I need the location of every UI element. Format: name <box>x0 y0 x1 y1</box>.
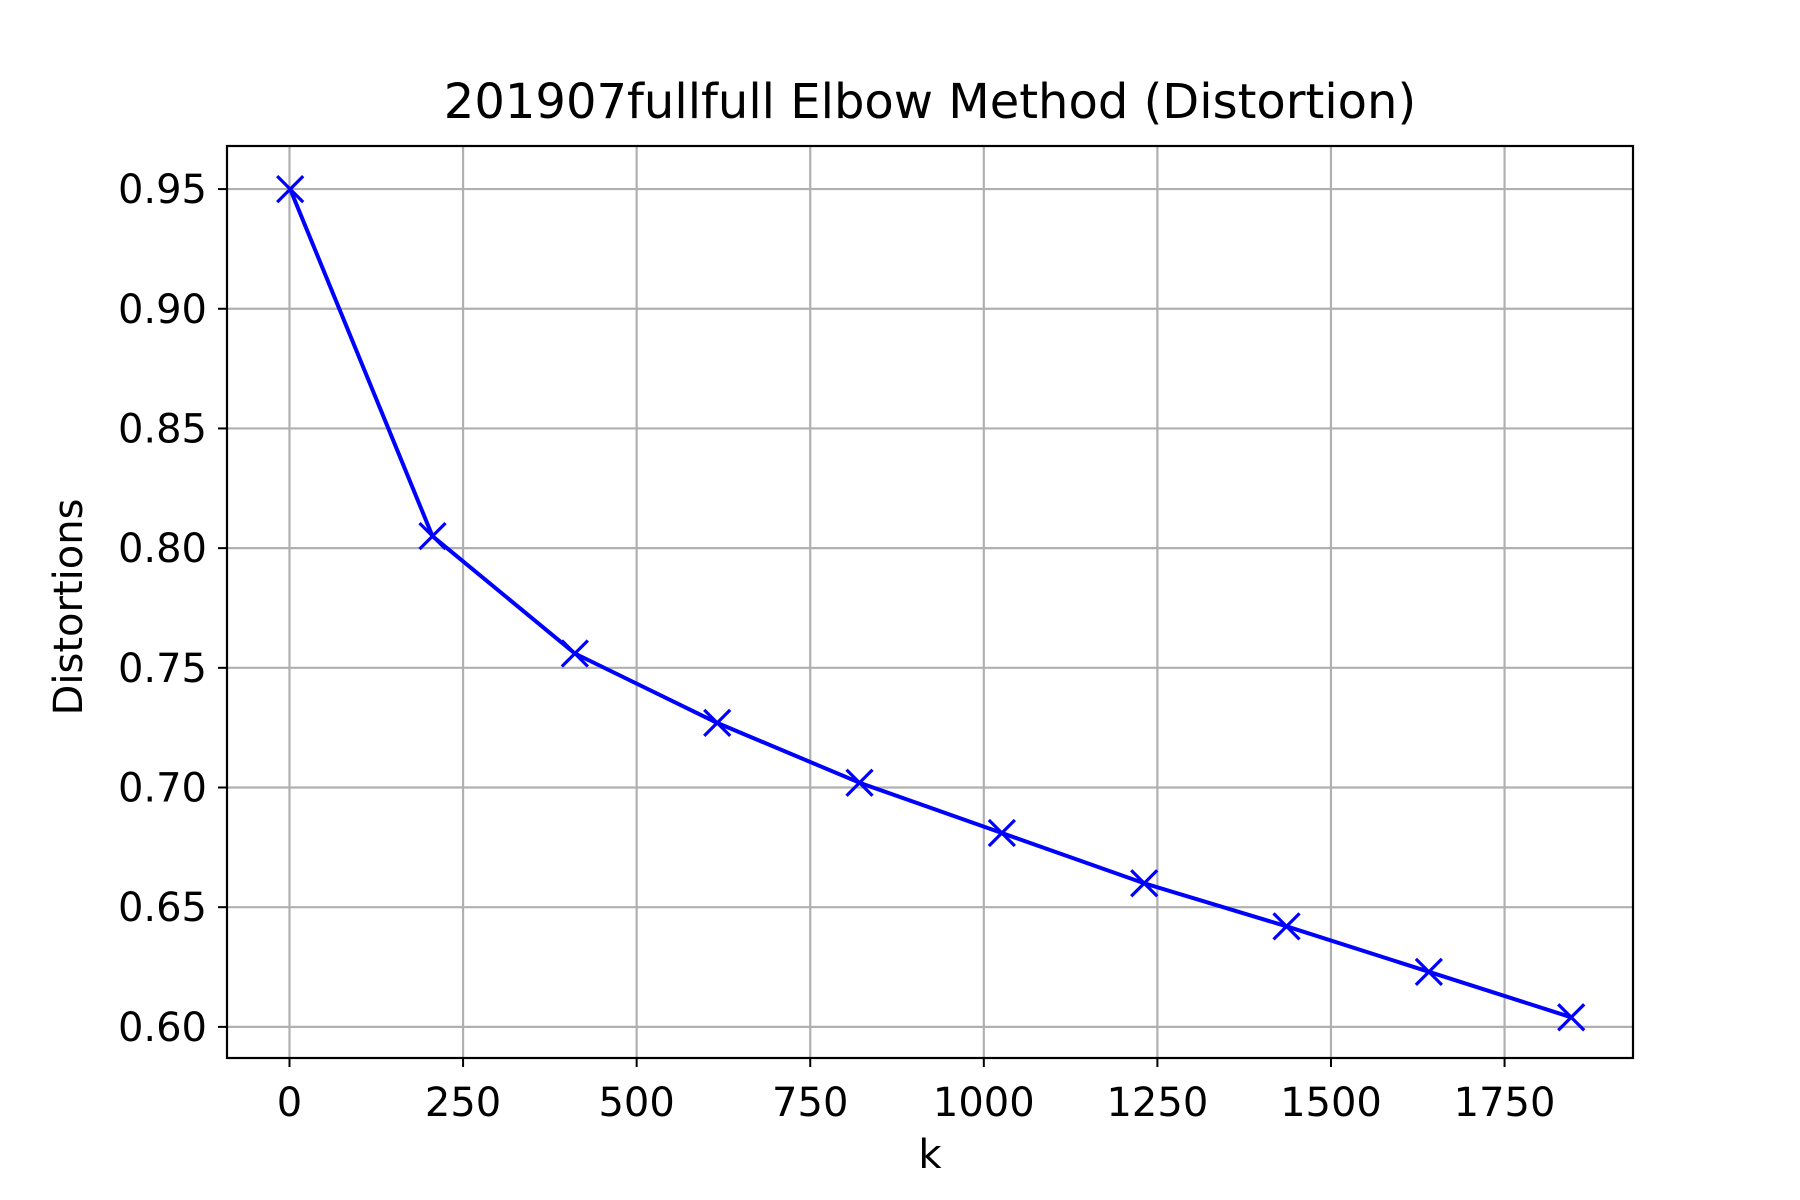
data-point-marker <box>987 818 1016 848</box>
data-point-marker <box>418 522 447 551</box>
plot-frame <box>225 144 1635 1060</box>
x-tick-label: 500 <box>598 1080 674 1126</box>
x-tick-label: 1750 <box>1454 1080 1556 1126</box>
x-tick-label: 1000 <box>933 1080 1035 1126</box>
y-tick-label: 0.85 <box>118 406 207 452</box>
data-point-marker <box>276 174 305 204</box>
series-layer <box>276 174 1586 1032</box>
y-tick-label: 0.80 <box>118 526 207 572</box>
data-point-marker <box>1130 869 1159 898</box>
axis-ticks: 0 250 500 750 1000 1250 1500 1750 0.60 0.65 0.70 0.… <box>118 167 1556 1126</box>
x-axis-label: k <box>918 1132 942 1178</box>
y-tick-label: 0.60 <box>118 1005 207 1051</box>
y-axis-label: Distortions <box>46 499 92 716</box>
data-point-marker <box>560 639 589 668</box>
y-tick-label: 0.65 <box>118 885 207 931</box>
data-point-marker <box>1557 1003 1586 1032</box>
x-tick-label: 0 <box>277 1080 302 1126</box>
y-tick-label: 0.95 <box>118 167 207 213</box>
x-tick-label: 1500 <box>1280 1080 1382 1126</box>
series-line <box>288 188 1572 1020</box>
data-point-marker <box>1272 912 1301 941</box>
y-tick-label: 0.75 <box>118 646 207 692</box>
y-tick-label: 0.70 <box>118 766 207 812</box>
x-tick-label: 750 <box>772 1080 848 1126</box>
x-tick-label: 250 <box>425 1080 501 1126</box>
x-tick-label: 1250 <box>1106 1080 1208 1126</box>
data-point-marker <box>1414 957 1444 986</box>
chart-title: 201907fullfull Elbow Method (Distortion) <box>444 74 1416 130</box>
data-point-marker <box>703 708 732 738</box>
y-tick-label: 0.90 <box>118 287 207 333</box>
data-point-marker <box>845 768 874 797</box>
grid-lines <box>227 146 1633 1058</box>
